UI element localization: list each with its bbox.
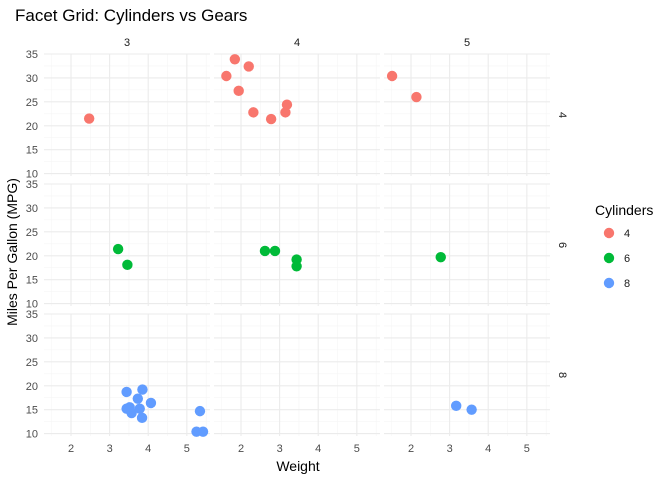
- data-point: [466, 404, 477, 415]
- y-tick-label: 15: [26, 275, 38, 287]
- data-point: [248, 107, 259, 118]
- x-tick-label: 4: [485, 443, 491, 455]
- data-point: [233, 85, 244, 97]
- x-tick-label: 5: [354, 443, 360, 455]
- legend-key: [603, 277, 615, 289]
- x-tick-label: 4: [145, 443, 151, 455]
- x-axis-title: Weight: [276, 458, 319, 474]
- y-tick-label: 30: [26, 203, 38, 215]
- data-point: [121, 386, 132, 398]
- y-tick-label: 35: [26, 309, 38, 321]
- facet-panel: [214, 313, 380, 436]
- data-point: [265, 113, 277, 125]
- data-point: [259, 245, 271, 257]
- y-tick-label: 35: [26, 49, 38, 61]
- y-tick-label: 10: [26, 299, 38, 311]
- legend-title: Cylinders: [595, 202, 653, 218]
- data-point: [132, 393, 144, 404]
- facet-panels: [44, 53, 550, 437]
- y-tick-label: 15: [26, 145, 38, 157]
- legend-label: 8: [624, 278, 630, 290]
- facet-row-label: 4: [556, 112, 568, 118]
- x-tick-label: 2: [408, 443, 414, 455]
- data-point: [122, 259, 133, 271]
- facet-row-label: 6: [556, 242, 568, 248]
- x-tick-label: 5: [184, 443, 190, 455]
- x-tick-label: 3: [107, 443, 113, 455]
- facet-col-label: 4: [294, 37, 300, 49]
- x-tick-label: 2: [238, 443, 244, 455]
- data-point: [136, 412, 148, 424]
- y-tick-label: 30: [26, 333, 38, 345]
- chart-title: Facet Grid: Cylinders vs Gears: [15, 6, 247, 25]
- legend: Cylinders 4 6 8: [595, 202, 653, 290]
- facet-panel: [384, 313, 550, 436]
- facet-panel: [44, 53, 210, 176]
- data-point: [112, 243, 124, 255]
- data-point: [137, 384, 148, 395]
- data-point: [229, 54, 241, 65]
- y-tick-label: 25: [26, 227, 38, 239]
- legend-label: 6: [624, 253, 630, 265]
- y-tick-label: 30: [26, 73, 38, 85]
- data-point: [243, 61, 254, 72]
- data-point: [411, 91, 422, 103]
- data-point: [450, 400, 462, 412]
- x-tick-label: 4: [315, 443, 321, 455]
- y-tick-label: 20: [26, 381, 38, 393]
- facet-panel: [214, 53, 380, 176]
- y-tick-label: 20: [26, 251, 38, 263]
- data-point: [134, 403, 145, 414]
- y-axis-title: Miles Per Gallon (MPG): [4, 178, 20, 326]
- legend-label: 4: [624, 228, 630, 240]
- facet-panel: [214, 183, 380, 306]
- data-point: [280, 107, 291, 118]
- x-tick-label: 3: [277, 443, 283, 455]
- axes: 3 4 54681015202530351015202530351015202530…: [26, 37, 568, 455]
- data-point: [197, 426, 209, 437]
- data-point: [291, 261, 302, 272]
- data-point: [435, 252, 446, 263]
- facet-col-label: 5: [464, 37, 470, 49]
- data-point: [194, 405, 206, 417]
- legend-key: [603, 227, 615, 239]
- facet-col-label: 3: [124, 37, 130, 49]
- data-point: [386, 70, 398, 82]
- facet-panel: [384, 183, 550, 306]
- y-tick-label: 10: [26, 429, 38, 441]
- y-tick-label: 20: [26, 121, 38, 133]
- y-tick-label: 35: [26, 179, 38, 191]
- data-point: [221, 70, 232, 82]
- facet-panel: [44, 313, 210, 437]
- x-tick-label: 2: [68, 443, 74, 455]
- legend-key: [603, 252, 615, 264]
- y-tick-label: 25: [26, 97, 38, 109]
- data-point: [269, 245, 281, 257]
- facet-panel: [44, 183, 210, 306]
- x-tick-label: 5: [524, 443, 530, 455]
- facet-panel: [384, 53, 550, 176]
- data-point: [83, 113, 95, 124]
- y-tick-label: 15: [26, 405, 38, 417]
- facet-row-label: 8: [556, 372, 568, 378]
- data-point: [145, 397, 157, 409]
- y-tick-label: 25: [26, 357, 38, 369]
- y-tick-label: 10: [26, 169, 38, 181]
- data-point: [121, 403, 132, 414]
- x-tick-label: 3: [447, 443, 453, 455]
